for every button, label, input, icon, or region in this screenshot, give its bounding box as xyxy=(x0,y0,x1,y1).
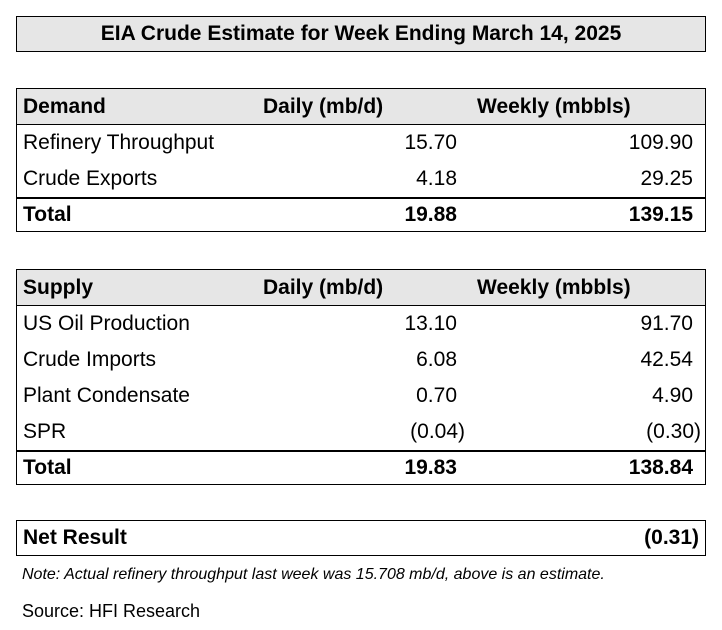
row-daily-value: (0.04) xyxy=(410,420,465,443)
row-weekly-value: 42.54 xyxy=(640,348,693,371)
row-weekly-value: 91.70 xyxy=(640,312,693,335)
table-row: Crude Imports 6.08 42.54 xyxy=(17,342,705,378)
row-daily-value: 13.10 xyxy=(404,312,457,335)
net-result-value: (0.31) xyxy=(644,526,699,549)
row-daily-value: 4.18 xyxy=(416,167,457,190)
supply-header-daily: Daily (mb/d) xyxy=(263,275,384,299)
row-label: SPR xyxy=(23,420,67,443)
supply-header-weekly: Weekly (mbbls) xyxy=(477,275,631,299)
table-row: Plant Condensate 0.70 4.90 xyxy=(17,378,705,414)
row-weekly-value: 109.90 xyxy=(628,131,693,154)
total-label: Total xyxy=(23,456,72,479)
demand-table: Demand Daily (mb/d) Weekly (mbbls) Refin… xyxy=(16,88,706,232)
total-label: Total xyxy=(23,203,72,226)
row-label: US Oil Production xyxy=(23,312,190,335)
source-credit: Source: HFI Research xyxy=(22,601,201,621)
supply-header-label: Supply xyxy=(23,275,94,299)
demand-header-label: Demand xyxy=(23,94,106,118)
demand-header-daily: Daily (mb/d) xyxy=(263,94,384,118)
table-row: Crude Exports 4.18 29.25 xyxy=(17,161,705,197)
demand-header-row: Demand Daily (mb/d) Weekly (mbbls) xyxy=(17,89,705,125)
report-title: EIA Crude Estimate for Week Ending March… xyxy=(16,16,706,52)
net-result-row: Net Result (0.31) xyxy=(16,520,706,556)
footnote: Note: Actual refinery throughput last we… xyxy=(22,566,605,583)
row-weekly-value: (0.30) xyxy=(646,420,701,443)
row-weekly-value: 29.25 xyxy=(640,167,693,190)
supply-table: Supply Daily (mb/d) Weekly (mbbls) US Oi… xyxy=(16,269,706,485)
row-label: Crude Exports xyxy=(23,167,158,190)
net-result-label: Net Result xyxy=(23,526,127,549)
supply-header-row: Supply Daily (mb/d) Weekly (mbbls) xyxy=(17,270,705,306)
demand-total-row: Total 19.88 139.15 xyxy=(17,197,705,231)
table-row: SPR (0.04) (0.30) xyxy=(17,414,705,450)
row-label: Crude Imports xyxy=(23,348,157,371)
row-label: Plant Condensate xyxy=(23,384,190,407)
total-daily-value: 19.83 xyxy=(404,456,457,479)
row-daily-value: 0.70 xyxy=(416,384,457,407)
demand-header-weekly: Weekly (mbbls) xyxy=(477,94,631,118)
total-weekly-value: 139.15 xyxy=(628,203,693,226)
table-row: Refinery Throughput 15.70 109.90 xyxy=(17,125,705,161)
row-daily-value: 6.08 xyxy=(416,348,457,371)
row-label: Refinery Throughput xyxy=(23,131,215,154)
table-row: US Oil Production 13.10 91.70 xyxy=(17,306,705,342)
supply-total-row: Total 19.83 138.84 xyxy=(17,450,705,484)
row-weekly-value: 4.90 xyxy=(652,384,693,407)
row-daily-value: 15.70 xyxy=(404,131,457,154)
total-daily-value: 19.88 xyxy=(404,203,457,226)
total-weekly-value: 138.84 xyxy=(628,456,693,479)
